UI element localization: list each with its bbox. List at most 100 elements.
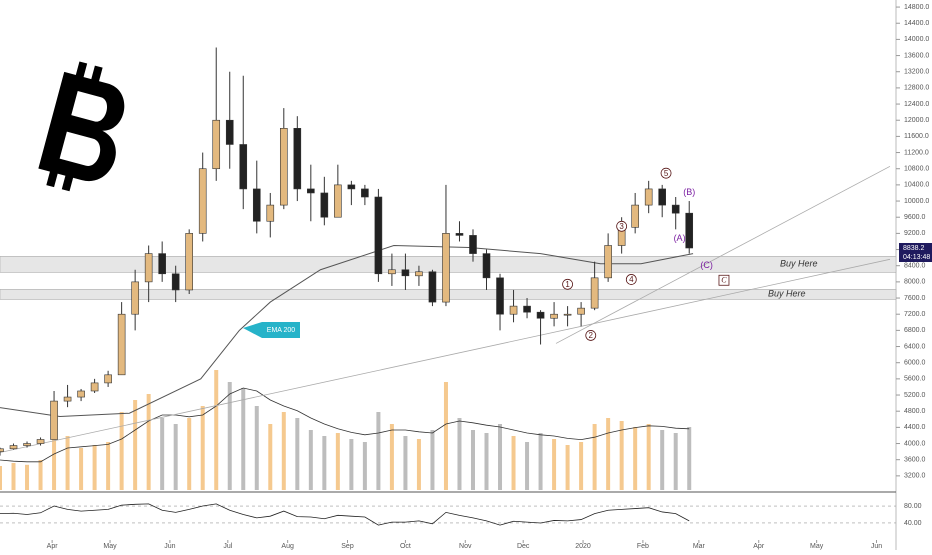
x-tick-label: Apr [47,543,59,550]
y-tick-label: 5200.0 [904,392,926,399]
y-tick-label: 14400.0 [904,20,929,27]
y-tick-label: 3200.0 [904,473,926,480]
y-tick-label: 8400.0 [904,263,926,270]
volume-bar [443,382,448,490]
volume-bar [173,424,178,490]
x-tick-label: 2020 [575,543,591,550]
volume-bar [511,436,516,490]
trendline [0,258,891,453]
volume-bar [606,418,611,490]
ema-label: EMA 200 [267,327,296,334]
y-tick-label: 12800.0 [904,85,929,92]
volume-bar [268,424,273,490]
candle-body [0,448,4,452]
x-tick-label: Feb [637,543,649,550]
volume-bar [673,433,678,490]
candle-body [509,305,518,315]
volume-bar [295,418,300,490]
y-tick-label: 14800.0 [904,4,929,11]
volume-bar [65,436,70,490]
candle-body [658,188,666,206]
bitcoin-logo [38,61,125,192]
volume-bar [660,430,665,490]
rsi-tick-label: 80.00 [904,503,922,510]
countdown: 04:13:48 [903,254,930,261]
candle-body [50,400,58,440]
wave-circle [625,274,637,285]
volume-bar [646,424,651,490]
candle-body [415,271,423,277]
candle-body [9,445,18,450]
candle-body [171,273,180,291]
x-tick-label: Oct [400,543,411,550]
y-tick-label: 5600.0 [904,376,926,383]
price-tag [899,243,932,263]
wave-label: (A) [674,233,686,243]
candle-body [63,396,72,402]
candle-body [442,233,450,303]
candle-body [388,269,396,275]
x-tick-label: May [103,543,117,550]
x-tick-label: Dec [517,543,530,550]
candle-body [334,184,342,218]
y-tick-label: 3600.0 [904,457,926,464]
trendline [555,165,891,344]
volume-bar [25,464,30,490]
candle-body [496,277,504,315]
y-tick-label: 7600.0 [904,295,926,302]
volume-bar [322,436,327,490]
candle-body [212,119,221,170]
y-tick-label: 9600.0 [904,214,926,221]
volume-bar [498,424,503,490]
candle-body [320,192,329,218]
candle-body [671,204,680,214]
candle-body [117,313,126,376]
candle-body [307,188,315,194]
wave-circle [660,167,672,179]
candle-body [577,307,585,315]
candle-body [36,439,45,444]
volume-bar [38,460,43,490]
x-tick-label: Jun [164,543,175,550]
volume-bar [592,424,597,490]
y-tick-label: 10000.0 [904,198,929,205]
ema-callout [243,322,300,338]
x-tick-label: Aug [281,543,294,550]
x-tick-label: Mar [693,543,706,550]
x-tick-label: Jun [871,543,882,550]
volume-bar [538,433,543,490]
volume-bar [376,412,381,490]
y-tick-label: 6800.0 [904,327,926,334]
x-tick-label: Sep [341,543,354,550]
candle-body [631,204,639,228]
volume-bar [0,466,2,490]
y-tick-label: 11600.0 [904,133,929,140]
candle-body [279,128,288,206]
candle-body [185,233,193,291]
candle-body [252,188,261,222]
y-tick-label: 8000.0 [904,279,926,286]
wave-label: 4 [629,275,634,284]
y-tick-label: 4400.0 [904,424,926,431]
volume-bar [133,400,138,490]
candle-body [374,196,383,275]
volume-bar [11,463,16,490]
candle-body [104,374,112,384]
candle-body [604,245,612,279]
wave-label: C [721,276,727,285]
y-tick-label: 7200.0 [904,311,926,318]
volume-bar [633,427,638,490]
wave-label: (B) [683,187,695,197]
volume-bar [160,418,165,490]
volume-bar [687,427,692,490]
y-tick-label: 12000.0 [904,117,929,124]
y-tick-label: 14000.0 [904,36,929,43]
candle-body [469,235,477,254]
volume-bar [565,445,570,490]
volume-bar [349,439,354,490]
candle-body [90,382,99,392]
volume-bar [389,424,394,490]
volume-bar [579,442,584,490]
candle-body [158,253,166,275]
volume-bar [187,418,192,490]
